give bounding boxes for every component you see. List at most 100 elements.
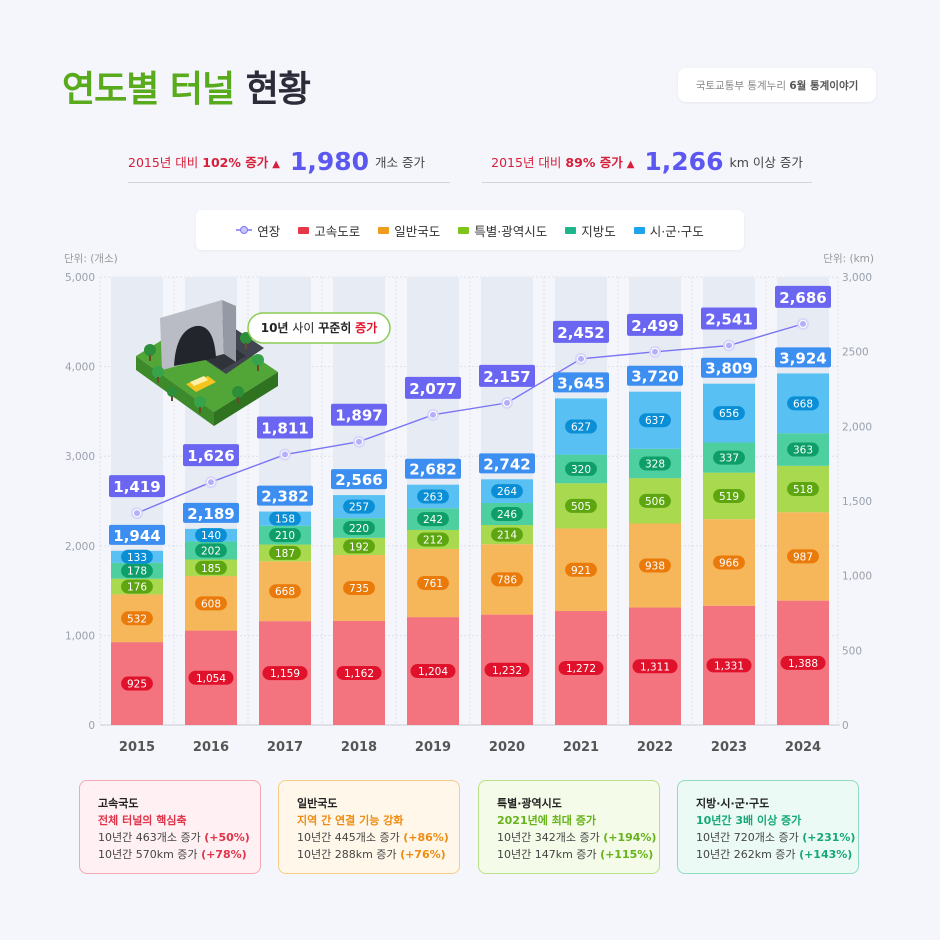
value-label: 761 (423, 578, 443, 590)
line-point (577, 354, 585, 363)
svg-text:10년 사이 꾸준히 증가: 10년 사이 꾸준히 증가 (261, 320, 378, 335)
total-badge (331, 469, 387, 490)
x-tick-label: 2020 (489, 740, 525, 755)
value-chip (417, 576, 449, 591)
value-chip (121, 579, 153, 594)
stat-length-pre: 2015년 대비 (491, 154, 562, 170)
value-label: 320 (571, 464, 591, 476)
line-value-badge (553, 320, 609, 343)
up-arrow-icon: ▲ (272, 158, 280, 170)
length-line-group (131, 317, 809, 520)
value-chip (713, 555, 745, 570)
line-point (207, 478, 215, 487)
legend-swatch (633, 226, 645, 234)
legend-swatch (458, 226, 470, 234)
x-tick-label: 2024 (785, 740, 821, 755)
card-head: 일반국도 (297, 797, 338, 810)
total-badge (109, 524, 165, 545)
value-chip (491, 506, 523, 521)
card-line-text: 10년간 570km 증가 (98, 848, 202, 861)
value-label: 735 (349, 583, 369, 595)
legend-label: 고속도로 (314, 223, 361, 239)
x-tick-label: 2023 (711, 740, 747, 755)
value-chip (343, 499, 375, 514)
total-badge (405, 458, 461, 479)
stat-count-suffix: 개소 증가 (375, 154, 426, 170)
value-chip (713, 488, 745, 503)
value-label: 264 (497, 486, 517, 498)
card-line-text: 10년간 463개소 증가 (98, 831, 205, 844)
y-tick-left: 2,000 (65, 541, 95, 553)
total-label: 3,720 (631, 368, 678, 386)
total-badge (627, 365, 683, 386)
value-label: 214 (497, 530, 517, 542)
total-label: 2,382 (261, 488, 308, 506)
line-value-badge (701, 307, 757, 330)
legend-label: 시·군·구도 (649, 223, 704, 239)
value-label: 668 (275, 586, 295, 598)
value-chip (565, 461, 597, 476)
line-value-label: 2,157 (483, 368, 530, 386)
value-chip (639, 413, 671, 428)
total-label: 2,742 (483, 455, 530, 473)
value-chip (269, 528, 301, 543)
line-point (799, 319, 807, 328)
line-value-label: 1,419 (113, 478, 160, 496)
line-point (133, 509, 141, 518)
y-tick-left: 3,000 (65, 451, 95, 463)
line-point (651, 347, 659, 356)
callout-mid: 사이 (288, 321, 318, 335)
source-text: 국토교통부 통계누리 (695, 79, 786, 92)
value-label: 987 (793, 551, 813, 563)
value-label: 242 (423, 514, 443, 526)
total-label: 2,189 (187, 505, 234, 523)
total-label: 2,566 (335, 471, 382, 489)
y-tick-right: 1,500 (842, 496, 872, 508)
card-subtitle: 전체 터널의 핵심축 (98, 814, 187, 827)
card-line-pct: (+231%) (802, 831, 856, 844)
value-label: 519 (719, 491, 739, 503)
value-label: 187 (275, 548, 295, 560)
callout-pre: 10년 (261, 321, 289, 335)
legend-item-metro-road: 특별·광역시도 (458, 221, 547, 240)
stat-count-pct: 102% 증가 (202, 154, 269, 170)
card-line-text: 10년간 342개소 증가 (497, 831, 604, 844)
value-label: 786 (497, 574, 517, 586)
summary-card: 일반국도 지역 간 연결 기능 강화 10년간 445개소 증가 (+86%) 10년… (278, 780, 460, 874)
x-tick-label: 2016 (193, 740, 229, 755)
total-badge (479, 453, 535, 474)
value-label: 1,162 (344, 668, 374, 680)
card-line: 10년간 262km 증가 (+143%) (696, 846, 858, 863)
value-chip (343, 539, 375, 554)
source-bold: 6월 통계이야기 (789, 79, 859, 92)
value-chip (491, 484, 523, 499)
title-dark: 현황 (245, 69, 311, 110)
value-chip (336, 665, 382, 680)
card-line: 10년간 570km 증가 (+78%) (98, 846, 260, 863)
card-line: 10년간 147km 증가 (+115%) (497, 846, 659, 863)
card-line-pct: (+194%) (603, 831, 657, 844)
value-chip (787, 396, 819, 411)
line-value-badge (627, 313, 683, 336)
value-chip (639, 456, 671, 471)
value-label: 1,204 (418, 666, 448, 678)
value-chip (121, 563, 153, 578)
card-subtitle: 2021년에 최대 증가 (497, 814, 596, 827)
total-badge (183, 502, 239, 523)
total-label: 2,682 (409, 461, 456, 479)
card-line: 10년간 463개소 증가 (+50%) (98, 829, 260, 846)
total-label: 3,809 (705, 360, 752, 378)
total-label: 3,924 (779, 349, 826, 367)
card-line-pct: (+78%) (201, 848, 247, 861)
line-point (429, 410, 437, 419)
y-tick-right: 1,000 (842, 571, 872, 583)
value-label: 133 (127, 552, 147, 564)
value-label: 1,331 (714, 660, 744, 672)
y-tick-left: 1,000 (65, 630, 95, 642)
value-label: 518 (793, 484, 813, 496)
value-chip (262, 666, 308, 681)
value-chip (343, 520, 375, 535)
value-chip (269, 511, 301, 526)
card-line: 10년간 288km 증가 (+76%) (297, 846, 459, 863)
value-chip (188, 670, 234, 685)
